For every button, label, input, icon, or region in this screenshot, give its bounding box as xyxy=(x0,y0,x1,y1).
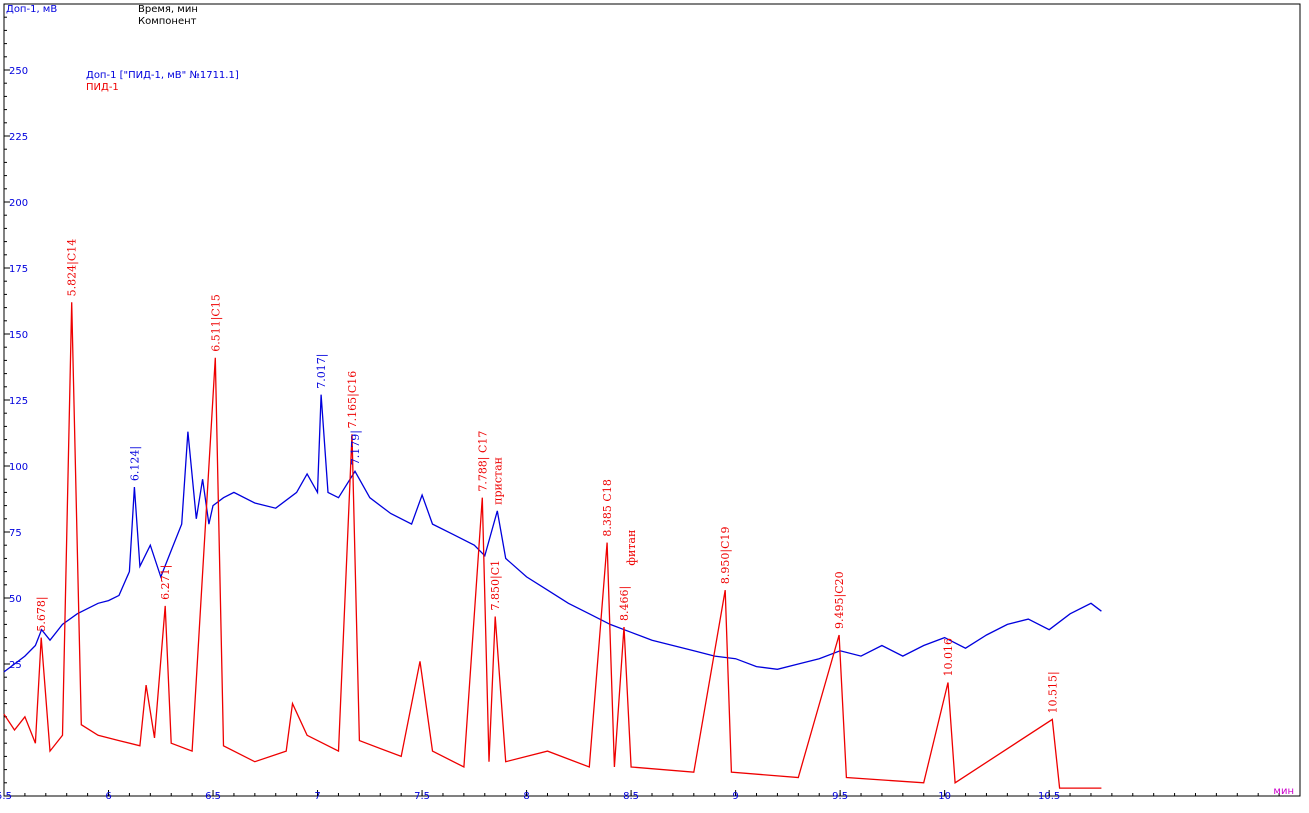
series-line-1 xyxy=(3,394,1102,673)
peak-label: 10.515| xyxy=(1046,671,1060,713)
x-tick-label: 9 xyxy=(732,791,738,802)
legend-series-1: Доп-1 ["ПИД-1, мВ" №1711.1] xyxy=(86,70,239,81)
peak-label: фитан xyxy=(625,530,638,566)
peak-label: 6.271| xyxy=(159,565,173,600)
x-tick-label: 10 xyxy=(938,791,951,802)
plot-frame xyxy=(3,3,1301,797)
peak-label: 7.165|C16 xyxy=(346,371,360,429)
x-tick-label: 5.5 xyxy=(0,791,12,802)
y-tick-label: 100 xyxy=(9,462,28,473)
peak-label: 5.678| xyxy=(35,596,49,631)
legend-series-2: ПИД-1 xyxy=(86,82,119,93)
y-tick-label: 125 xyxy=(9,396,28,407)
peak-label: 5.824|C14 xyxy=(66,239,80,297)
y-axis-title: Доп-1, мВ xyxy=(6,4,58,15)
peak-label: 7.788| C17 xyxy=(476,431,490,492)
y-tick-label: 25 xyxy=(9,660,22,671)
x-unit-label: мин xyxy=(1273,786,1294,797)
x-tick-label: 6.5 xyxy=(205,791,221,802)
peak-label: 8.466| xyxy=(618,586,632,621)
x-axis-title: Время, мин xyxy=(138,4,198,15)
x-tick-label: 8.5 xyxy=(623,791,639,802)
x-tick-label: 7 xyxy=(314,791,320,802)
peak-label: пристан xyxy=(491,457,504,505)
x-tick-label: 8 xyxy=(523,791,529,802)
y-tick-label: 175 xyxy=(9,264,28,275)
peak-label: 7.850|C1 xyxy=(489,560,503,611)
y-tick-label: 50 xyxy=(9,594,22,605)
y-tick-label: 225 xyxy=(9,132,28,143)
y-tick-label: 250 xyxy=(9,66,28,77)
y-tick-label: 75 xyxy=(9,528,22,539)
peak-label: 7.017| xyxy=(315,354,329,389)
x-tick-label: 9.5 xyxy=(832,791,848,802)
peak-label: 7.179| xyxy=(349,430,363,465)
peak-label: 6.124| xyxy=(128,446,142,481)
peak-label: 8.950|C19 xyxy=(719,526,733,584)
x-tick-label: 6 xyxy=(105,791,111,802)
peak-label: 6.511|C15 xyxy=(209,294,223,352)
peak-label: 10.016 xyxy=(942,638,955,677)
series-line-2 xyxy=(3,302,1102,789)
component-label: Компонент xyxy=(138,16,197,27)
x-tick-label: 7.5 xyxy=(414,791,430,802)
peak-label: 8.385 C18 xyxy=(601,479,614,536)
peak-label: 9.495|C20 xyxy=(833,571,847,629)
y-tick-label: 150 xyxy=(9,330,28,341)
x-tick-label: 10.5 xyxy=(1038,791,1060,802)
y-tick-label: 200 xyxy=(9,198,28,209)
